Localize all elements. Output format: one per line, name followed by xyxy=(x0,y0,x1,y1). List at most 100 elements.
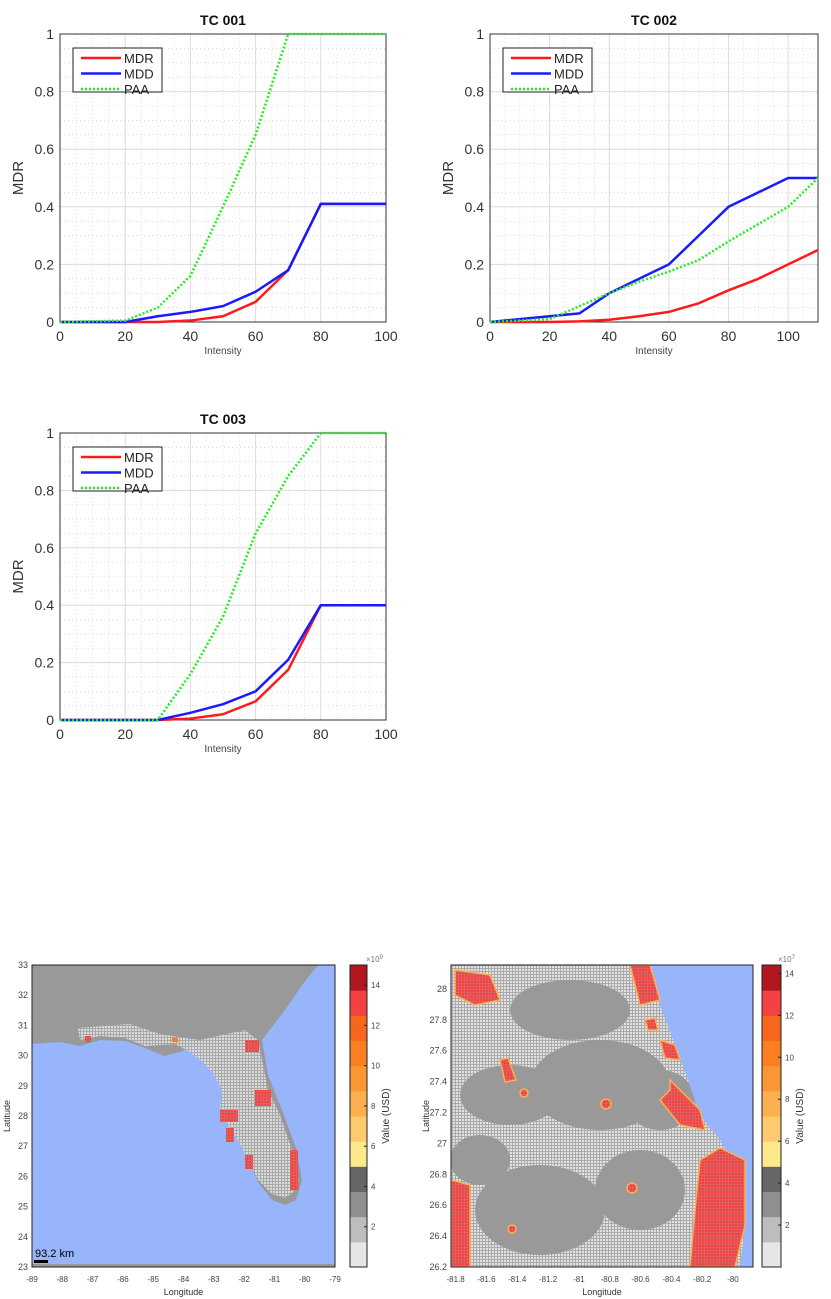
y-tick-label: 27.6 xyxy=(429,1046,447,1056)
y-tick-label: 29 xyxy=(18,1081,28,1091)
colorbar-segment xyxy=(350,1241,367,1268)
map-2-axes: -81.8 -81.6 -81.4 -81.2 -81 -80.8 -80.6 -80.4 -8… xyxy=(421,955,806,1297)
colorbar-exponent: ×107 xyxy=(778,955,796,964)
y-tick-label: 1 xyxy=(46,26,54,42)
legend-box xyxy=(72,47,163,93)
x-tick-label: -80.8 xyxy=(601,1275,620,1284)
colorbar-tick-label: 6 xyxy=(371,1142,376,1151)
colorbar-segment xyxy=(350,1166,367,1192)
colorbar: 2 4 6 8 10 12 14 ×109 Value (USD) xyxy=(349,955,392,1268)
legend-label-mdr: MDR xyxy=(124,450,154,465)
y-axis-label: MDR xyxy=(440,161,457,195)
x-tick-label: -82 xyxy=(238,1275,250,1284)
y-tick-label: 0.8 xyxy=(35,84,55,100)
x-tick-label: -87 xyxy=(87,1275,99,1284)
x-tick-label: 40 xyxy=(601,328,617,344)
x-axis-label: Intensity xyxy=(204,346,241,357)
y-tick-label: 0.2 xyxy=(465,256,485,272)
colorbar-segment xyxy=(762,1015,781,1041)
colorbar-segment xyxy=(350,1141,367,1167)
legend-label-paa: PAA xyxy=(554,82,579,97)
x-tick-label: -80.6 xyxy=(631,1275,650,1284)
colorbar-frame xyxy=(349,964,368,1268)
y-axis-label: MDR xyxy=(10,161,27,195)
chart-title: TC 003 xyxy=(200,411,246,427)
x-tick-label: -81 xyxy=(573,1275,585,1284)
zoomed-map xyxy=(451,965,753,1267)
y-tick-label: 23 xyxy=(18,1262,28,1272)
y-tick-label: 25 xyxy=(18,1202,28,1212)
x-tick-label: -81.4 xyxy=(508,1275,527,1284)
x-tick-label: -85 xyxy=(147,1275,159,1284)
x-tick-label: -81.8 xyxy=(447,1275,466,1284)
legend-label-paa: PAA xyxy=(124,82,149,97)
right-map-frame xyxy=(450,964,754,1268)
chart-title: TC 001 xyxy=(200,12,246,28)
legend-box xyxy=(72,446,163,492)
colorbar-tick-label: 8 xyxy=(785,1095,790,1104)
colorbar-segment xyxy=(762,990,781,1016)
exposure-area xyxy=(78,1024,296,1198)
y-tick-label: 0.2 xyxy=(35,256,55,272)
y-tick-label: 27.4 xyxy=(429,1077,447,1087)
colorbar-exponent-power: 7 xyxy=(792,955,796,961)
x-tick-label: 60 xyxy=(248,726,264,742)
x-tick-label: -80.2 xyxy=(693,1275,712,1284)
series-line-paa xyxy=(59,32,386,324)
colorbar-segment xyxy=(762,1191,781,1218)
y-tick-label: 27.2 xyxy=(429,1108,447,1118)
x-tick-label: 20 xyxy=(542,328,558,344)
colorbar-exponent: ×109 xyxy=(366,955,384,964)
y-tick-label: 26.4 xyxy=(429,1231,447,1241)
colorbar-tick-label: 2 xyxy=(371,1223,376,1232)
y-tick-label: 33 xyxy=(18,960,28,970)
colorbar-tick-label: 6 xyxy=(785,1137,790,1146)
legend-label-mdr: MDR xyxy=(124,51,154,66)
x-tick-label: -84 xyxy=(178,1275,190,1284)
x-tick-label: 20 xyxy=(117,726,133,742)
series-line-paa xyxy=(489,177,819,324)
x-tick-label: 60 xyxy=(661,328,677,344)
colorbar-tick-label: 14 xyxy=(785,969,794,978)
colorbar-segment xyxy=(350,1216,367,1243)
colorbar-frame xyxy=(761,964,782,1268)
y-tick-label: 0.2 xyxy=(35,655,55,671)
colorbar-segment xyxy=(762,1065,781,1092)
y-tick-label: 28 xyxy=(437,984,447,994)
hotspot-tampa xyxy=(220,1110,238,1122)
colorbar-segment xyxy=(762,1116,781,1142)
legend-label-mdd: MDD xyxy=(124,466,154,481)
x-axis-label: Longitude xyxy=(582,1287,622,1297)
colorbar-segment xyxy=(762,1090,781,1117)
x-tick-label: -81.6 xyxy=(477,1275,496,1284)
y-tick-label: 32 xyxy=(18,990,28,1000)
colorbar-segment xyxy=(350,1090,367,1117)
hotspot-pensacola xyxy=(85,1036,91,1042)
y-tick-label: 0.8 xyxy=(35,482,55,498)
colorbar-tick-label: 12 xyxy=(785,1011,794,1020)
chart-3: 0 20 40 60 80 100 0 0.2 0.4 0.6 0.8 1 TC 003 Intensit… xyxy=(10,411,398,755)
x-tick-label: -79 xyxy=(329,1275,341,1284)
series-line-mdr xyxy=(490,248,819,324)
y-tick-label: 26.2 xyxy=(429,1262,447,1272)
x-tick-label: 0 xyxy=(486,328,494,344)
x-axis-label: Intensity xyxy=(204,744,241,755)
hotspot-tallahassee xyxy=(172,1038,178,1042)
y-tick-label: 1 xyxy=(46,425,54,441)
colorbar-tick-label: 2 xyxy=(785,1221,790,1230)
y-tick-label: 0 xyxy=(46,712,54,728)
x-tick-label: -81.2 xyxy=(539,1275,558,1284)
colorbar-tick-label: 10 xyxy=(785,1053,794,1062)
y-axis-label: Latitude xyxy=(2,1100,12,1132)
colorbar: 2 4 6 8 10 12 14 ×107 Value (USD) xyxy=(761,955,806,1268)
legend-label-mdd: MDD xyxy=(554,67,584,82)
x-tick-label: 100 xyxy=(777,328,801,344)
colorbar-tick-label: 4 xyxy=(371,1182,376,1191)
colorbar-tick-label: 10 xyxy=(371,1062,380,1071)
y-tick-label: 30 xyxy=(18,1051,28,1061)
scale-bar xyxy=(34,1260,48,1263)
y-tick-label: 27.8 xyxy=(429,1015,447,1025)
